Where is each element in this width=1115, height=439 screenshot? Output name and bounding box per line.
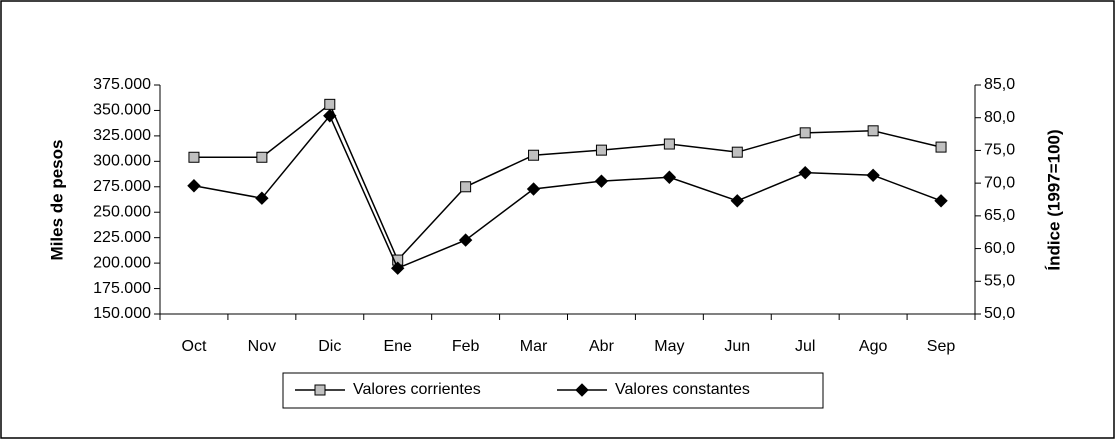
x-tick-label: Ene: [383, 338, 412, 355]
x-tick-label: Feb: [452, 338, 480, 355]
x-tick-label: Jul: [795, 338, 815, 355]
x-tick-label: Jun: [724, 338, 750, 355]
y-tick-label: 350.000: [93, 102, 151, 119]
marker: [391, 261, 405, 275]
marker: [730, 194, 744, 208]
marker: [798, 165, 812, 180]
marker: [595, 144, 607, 156]
y2-tick-label: 85,0: [984, 76, 1015, 93]
y2-tick-label: 55,0: [984, 273, 1015, 290]
y2-axis-title: Índice (1997=100): [1044, 129, 1063, 270]
y2-tick-label: 80,0: [984, 109, 1015, 126]
x-tick-label: Mar: [520, 338, 548, 355]
y-tick-label: 325.000: [93, 127, 151, 144]
y-tick-label: 250.000: [93, 203, 151, 220]
marker: [934, 194, 948, 208]
y-tick-label: 150.000: [93, 305, 151, 322]
y2-tick-label: 65,0: [984, 207, 1015, 224]
x-tick-label: Dic: [318, 338, 341, 355]
legend-label: Valores corrientes: [353, 381, 481, 398]
marker: [663, 138, 675, 150]
x-tick-label: Ago: [859, 338, 888, 355]
marker: [799, 127, 811, 139]
marker: [460, 181, 472, 193]
marker: [867, 125, 879, 137]
y-tick-label: 225.000: [93, 229, 151, 246]
y2-tick-label: 60,0: [984, 240, 1015, 257]
legend: [282, 372, 824, 409]
x-tick-label: Sep: [927, 338, 956, 355]
y-tick-label: 175.000: [93, 280, 151, 297]
marker: [866, 168, 880, 182]
y2-tick-label: 50,0: [984, 305, 1015, 322]
legend-marker: [575, 383, 589, 397]
marker: [662, 170, 677, 184]
x-tick-label: May: [654, 338, 684, 355]
x-tick-label: Abr: [589, 338, 615, 355]
legend-label: Valores constantes: [615, 381, 750, 398]
y2-tick-label: 75,0: [984, 142, 1015, 159]
marker: [323, 109, 337, 123]
y-tick-label: 200.000: [93, 254, 151, 271]
legend-marker: [314, 384, 326, 396]
marker: [935, 141, 947, 153]
marker: [731, 146, 743, 158]
series-line: [193, 103, 942, 262]
y-axis-title: Miles de pesos: [47, 140, 66, 261]
marker: [188, 151, 200, 163]
marker: [526, 182, 541, 196]
marker: [324, 98, 336, 110]
marker: [256, 151, 268, 163]
y-tick-label: 300.000: [93, 153, 151, 170]
y-tick-label: 275.000: [93, 178, 151, 195]
marker: [458, 233, 473, 247]
series-line: [193, 114, 942, 270]
x-tick-label: Oct: [182, 338, 207, 355]
marker: [528, 149, 540, 161]
marker: [187, 179, 201, 193]
y2-tick-label: 70,0: [984, 174, 1015, 191]
marker: [594, 174, 609, 188]
marker: [255, 191, 269, 205]
x-tick-label: Nov: [248, 338, 276, 355]
y-tick-label: 375.000: [93, 76, 151, 93]
